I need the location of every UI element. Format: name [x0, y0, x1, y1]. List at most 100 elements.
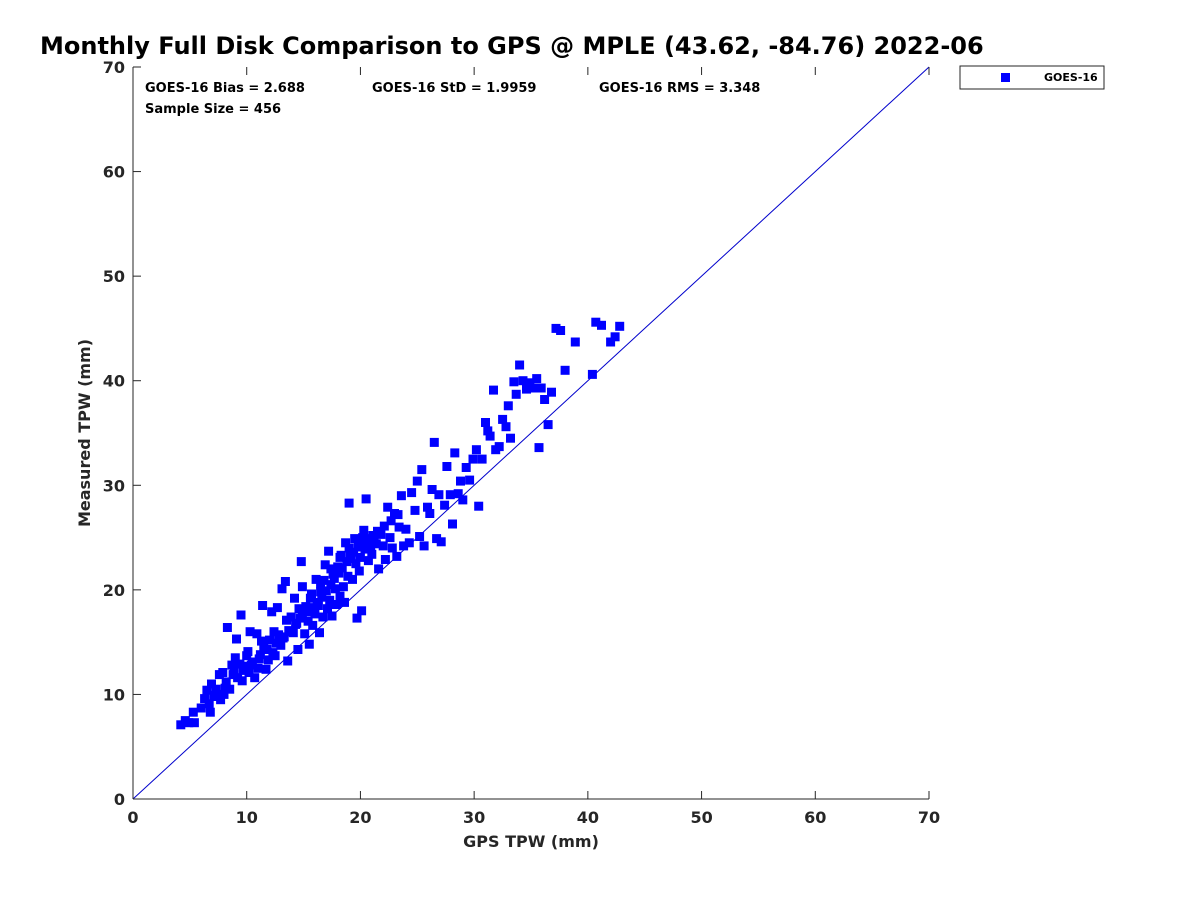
data-point [302, 607, 312, 617]
data-points-layer [176, 317, 625, 730]
y-axis-label: Measured TPW (mm) [75, 339, 94, 527]
legend-box [959, 65, 1105, 90]
data-point [445, 490, 455, 500]
data-point [556, 326, 566, 335]
data-point [458, 495, 468, 505]
data-point [312, 597, 322, 607]
data-point [282, 615, 291, 625]
data-point [383, 502, 393, 512]
data-point [543, 420, 553, 430]
data-point [432, 534, 442, 544]
data-point [297, 582, 307, 592]
data-point [300, 629, 310, 639]
data-point [386, 516, 396, 526]
data-point [392, 551, 402, 561]
data-point [461, 463, 471, 472]
y-tick-label: 10 [103, 685, 125, 704]
data-point [532, 374, 542, 384]
data-point [316, 579, 326, 589]
data-point [238, 665, 248, 675]
data-point [378, 541, 388, 551]
data-point [297, 611, 307, 621]
data-point [396, 491, 406, 501]
data-point [368, 531, 378, 540]
data-point [245, 627, 255, 637]
data-point [207, 679, 216, 689]
data-point [202, 685, 212, 695]
y-tick-label: 40 [103, 372, 125, 391]
data-point [283, 656, 293, 666]
x-tick-label: 50 [690, 808, 712, 827]
stat-std: GOES-16 StD = 1.9959 [372, 81, 536, 96]
data-point [352, 613, 362, 623]
x-tick-label: 70 [918, 808, 940, 827]
data-point [374, 564, 384, 574]
data-point [355, 552, 365, 562]
one-to-one-line [132, 66, 930, 800]
data-point [324, 546, 334, 556]
data-point [606, 337, 616, 347]
data-point [323, 604, 332, 614]
data-point [427, 485, 437, 494]
data-point [285, 627, 295, 637]
data-point [228, 670, 238, 680]
data-point [540, 395, 550, 404]
data-point [290, 593, 299, 603]
data-point [304, 639, 314, 649]
data-point [501, 422, 511, 432]
data-point [218, 668, 228, 677]
data-point [363, 556, 373, 566]
data-point [280, 577, 290, 586]
x-tick-label: 60 [804, 808, 826, 827]
data-point [570, 337, 580, 347]
data-point [344, 543, 354, 553]
data-point [358, 538, 368, 548]
data-point [610, 332, 620, 342]
data-point [357, 606, 367, 616]
data-point [257, 636, 266, 646]
data-point [468, 454, 478, 464]
y-tick-label: 50 [103, 267, 125, 286]
data-point [361, 494, 371, 504]
y-tick-label: 30 [103, 476, 125, 495]
data-point [221, 677, 231, 687]
data-point [379, 521, 389, 531]
data-point [340, 597, 349, 607]
y-tick-label: 70 [103, 58, 125, 77]
x-ticks: 0 10 20 30 40 50 60 70 [127, 67, 940, 827]
data-point [412, 476, 422, 486]
data-point [453, 489, 463, 499]
data-point [237, 676, 247, 686]
data-point [348, 574, 357, 584]
x-tick-label: 0 [127, 808, 138, 827]
data-point [534, 443, 544, 453]
reference-line-layer [132, 66, 930, 800]
data-point [410, 505, 420, 515]
data-point [303, 616, 313, 626]
data-point [278, 633, 288, 643]
data-point [351, 559, 361, 569]
legend-label: GOES-16 [1044, 71, 1098, 84]
data-point [448, 519, 457, 529]
data-point [342, 557, 352, 567]
data-point [425, 509, 435, 518]
data-point [354, 566, 364, 576]
data-point [362, 534, 372, 544]
data-point [310, 609, 320, 619]
data-point [511, 389, 521, 399]
data-point [337, 563, 347, 573]
data-point [442, 462, 452, 471]
data-point [591, 317, 601, 327]
data-point [316, 587, 326, 597]
data-point [320, 560, 330, 570]
data-point [315, 628, 324, 638]
data-point [359, 525, 369, 535]
data-point [338, 582, 348, 592]
data-point [272, 603, 282, 613]
data-point [404, 538, 414, 548]
data-point [483, 426, 493, 436]
data-point [326, 564, 336, 574]
data-point [560, 365, 570, 375]
data-point [423, 502, 432, 512]
